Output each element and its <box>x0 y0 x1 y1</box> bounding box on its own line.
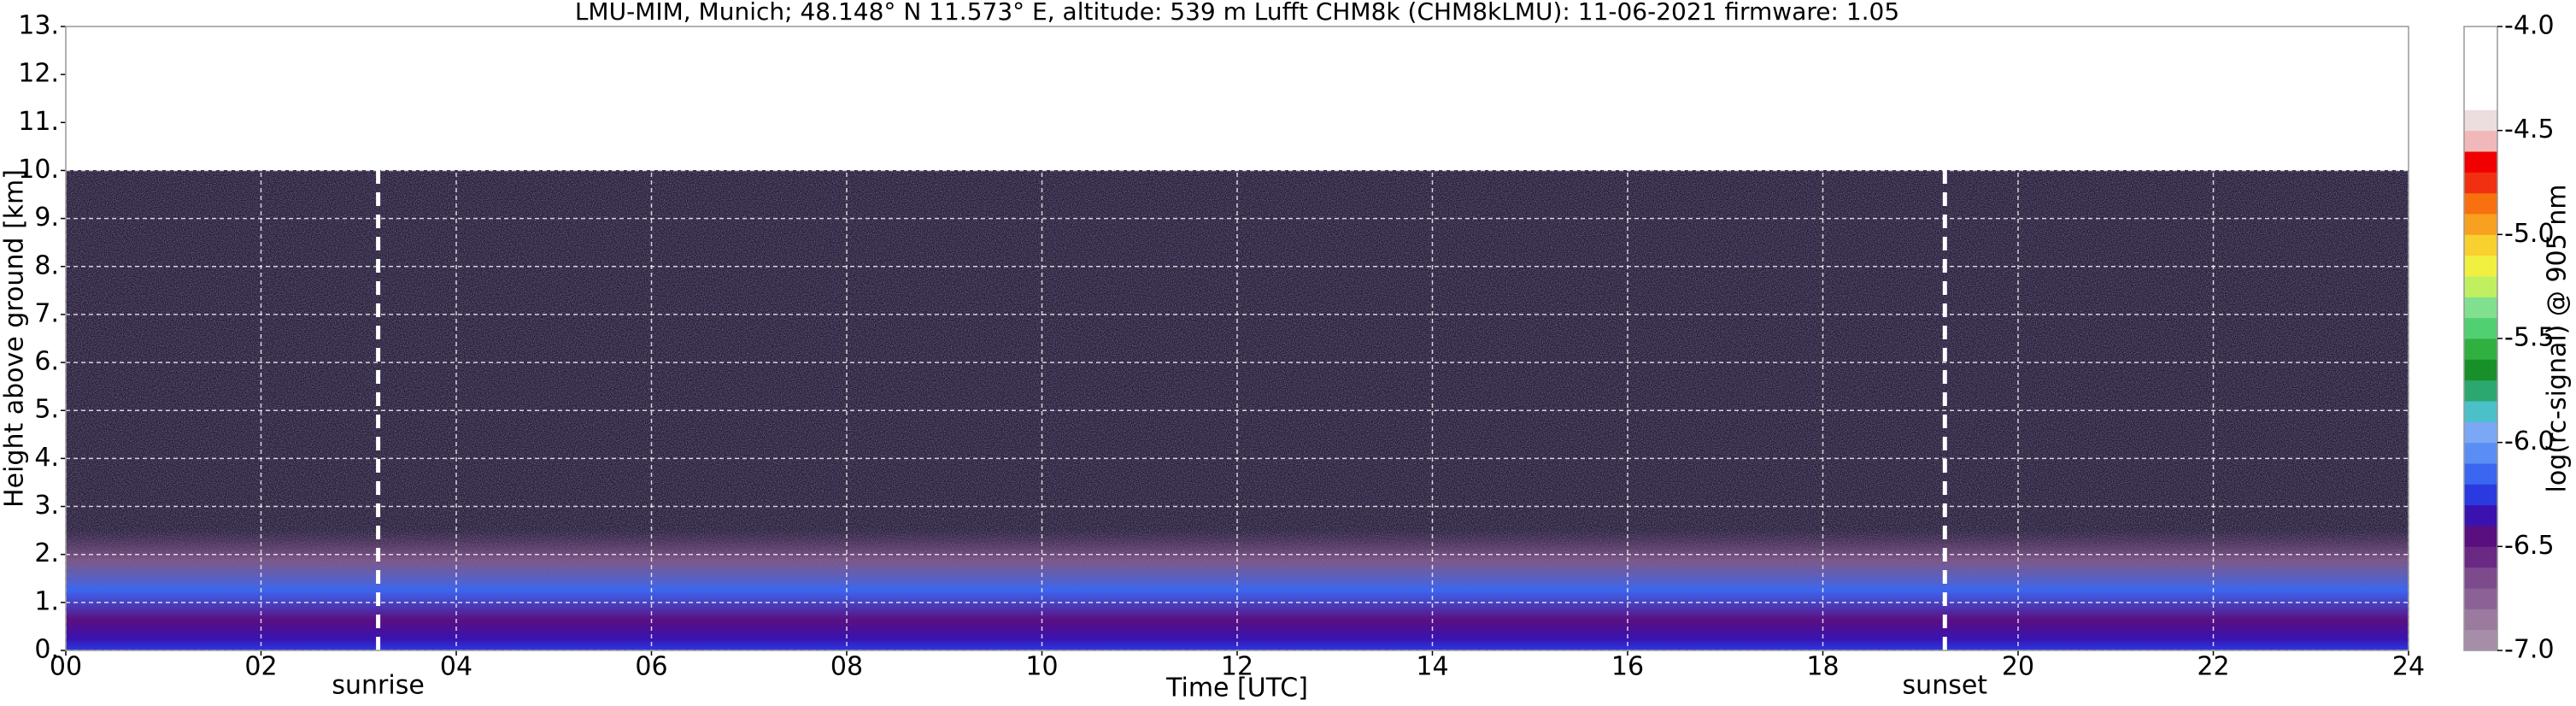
y-tick-label: 12. <box>18 59 59 89</box>
y-tick-label: 5. <box>34 395 59 425</box>
x-tick-label: 14 <box>1416 652 1448 682</box>
colorbar-tick-label: -4.0 <box>2504 11 2555 41</box>
colorbar-swatch <box>2464 504 2497 527</box>
y-axis-label: Height above ground [km] <box>0 169 30 508</box>
colorbar-tick-label: -5.0 <box>2504 219 2555 249</box>
x-tick-label: 12 <box>1221 652 1253 682</box>
y-tick-label: 11. <box>18 107 59 137</box>
colorbar-swatch <box>2464 359 2497 381</box>
colorbar-swatch <box>2464 379 2497 402</box>
colorbar-swatch <box>2464 401 2497 422</box>
colorbar-tick-label: -6.0 <box>2504 427 2555 456</box>
colorbar-swatch <box>2464 151 2497 173</box>
x-tick-label: 04 <box>440 652 472 682</box>
colorbar-tick-label: -4.5 <box>2504 115 2555 144</box>
colorbar-swatch <box>2464 546 2497 568</box>
y-tick-label: 4. <box>34 443 59 473</box>
annotation-label: sunrise <box>332 671 424 701</box>
colorbar-swatch <box>2464 255 2497 277</box>
colorbar-swatch <box>2464 276 2497 297</box>
x-tick-label: 24 <box>2392 652 2425 682</box>
colorbar-tick-label: -6.5 <box>2504 531 2555 561</box>
y-tick-label: 6. <box>34 347 59 377</box>
y-tick-label: 2. <box>34 538 59 568</box>
colorbar-label: log(rc-signal) @ 905 nm <box>2543 185 2573 493</box>
colorbar-swatch <box>2464 629 2497 651</box>
x-tick-label: 20 <box>2002 652 2034 682</box>
colorbar-swatch <box>2464 26 2497 48</box>
y-tick-label: 9. <box>34 203 59 232</box>
colorbar-swatch <box>2464 338 2497 360</box>
plot-frame <box>65 26 2409 651</box>
colorbar-swatch <box>2464 484 2497 506</box>
colorbar-swatch <box>2464 130 2497 152</box>
x-tick-label: 08 <box>830 652 863 682</box>
y-tick-label: 1. <box>34 586 59 616</box>
colorbar-swatch <box>2464 421 2497 444</box>
y-tick-label: 10. <box>18 155 59 185</box>
colorbar-swatch <box>2464 567 2497 589</box>
y-tick-label: 0. <box>34 635 59 665</box>
colorbar-swatch <box>2464 192 2497 215</box>
annotation-label: sunset <box>1903 671 1988 701</box>
colorbar-swatch <box>2464 89 2497 110</box>
colorbar-swatch <box>2464 609 2497 631</box>
colorbar-tick-label: -7.0 <box>2504 635 2555 665</box>
x-tick-label: 16 <box>1611 652 1644 682</box>
colorbar-swatch <box>2464 526 2497 547</box>
colorbar-swatch <box>2464 68 2497 90</box>
y-tick-label: 3. <box>34 491 59 521</box>
colorbar-swatch <box>2464 47 2497 69</box>
x-tick-label: 18 <box>1806 652 1839 682</box>
colorbar-tick-label: -5.5 <box>2504 323 2555 353</box>
y-tick-label: 13. <box>18 11 59 41</box>
x-tick-label: 22 <box>2197 652 2229 682</box>
colorbar-swatch <box>2464 214 2497 235</box>
colorbar-swatch <box>2464 109 2497 132</box>
y-tick-label: 8. <box>34 250 59 280</box>
colorbar-swatch <box>2464 297 2497 319</box>
x-tick-label: 06 <box>635 652 667 682</box>
colorbar-swatch <box>2464 463 2497 485</box>
colorbar-swatch <box>2464 317 2497 339</box>
y-tick-label: 7. <box>34 298 59 328</box>
colorbar-swatch <box>2464 442 2497 464</box>
x-tick-label: 02 <box>244 652 277 682</box>
chart-title: LMU-MIM, Munich; 48.148° N 11.573° E, al… <box>575 0 1899 26</box>
x-tick-label: 00 <box>50 652 82 682</box>
x-axis-label: Time [UTC] <box>1165 674 1308 703</box>
colorbar-swatch <box>2464 234 2497 256</box>
colorbar-swatch <box>2464 588 2497 609</box>
colorbar-swatch <box>2464 172 2497 194</box>
x-tick-label: 10 <box>1025 652 1058 682</box>
